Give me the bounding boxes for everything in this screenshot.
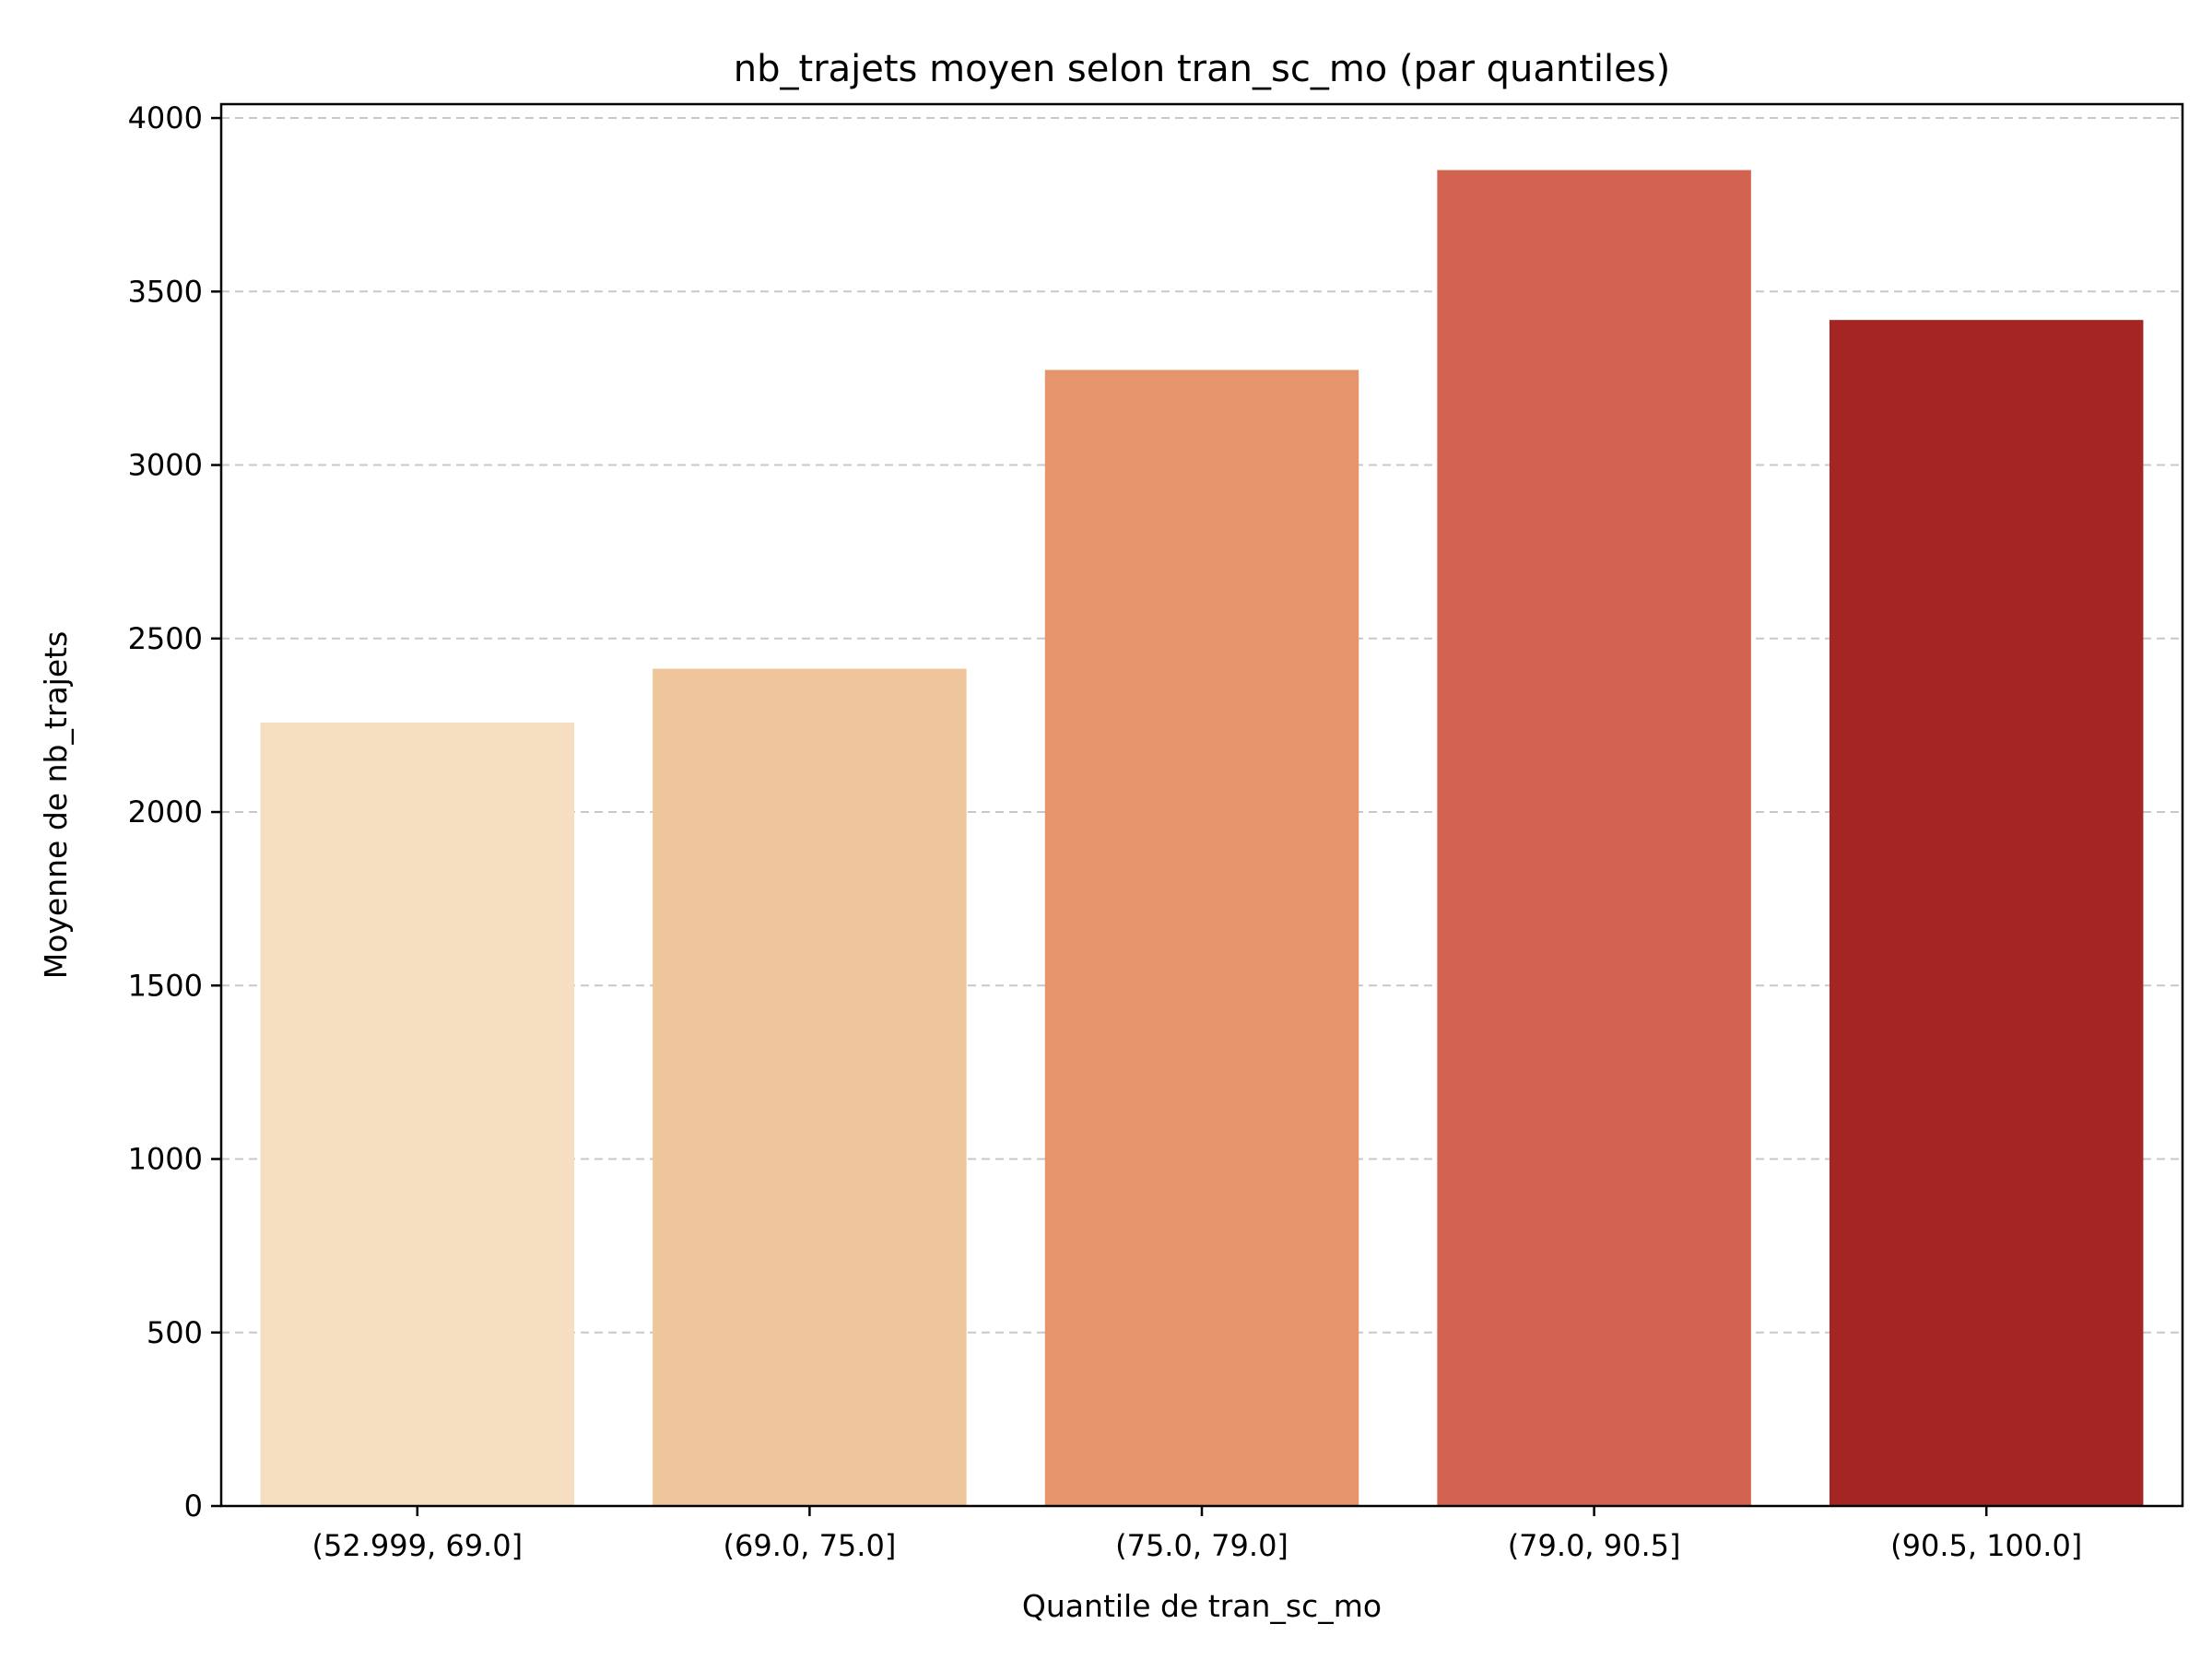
y-tick-label: 0 [184,1488,203,1524]
x-axis-ticks: (52.999, 69.0] (69.0, 75.0] (75.0, 79.0] (7… [312,1506,2082,1563]
y-tick-label: 2500 [128,621,203,656]
y-axis-label: Moyenne de nb_trajets [38,631,74,980]
y-axis-ticks: 0 500 1000 1500 2000 2500 3000 3500 4000 [128,100,221,1524]
chart-title: nb_trajets moyen selon tran_sc_mo (par q… [734,48,1670,90]
y-tick-label: 1500 [128,968,203,1003]
x-axis-label: Quantile de tran_sc_mo [1022,1588,1382,1624]
bar [260,722,575,1506]
x-tick-label: (90.5, 100.0] [1890,1528,2082,1563]
x-tick-label: (69.0, 75.0] [723,1528,896,1563]
x-tick-label: (52.999, 69.0] [312,1528,524,1563]
y-tick-label: 2000 [128,794,203,830]
x-tick-label: (75.0, 79.0] [1115,1528,1288,1563]
x-tick-label: (79.0, 90.5] [1508,1528,1681,1563]
y-tick-label: 3500 [128,274,203,309]
y-tick-label: 500 [147,1315,203,1350]
bar [1437,170,1751,1506]
bar [1829,320,2144,1506]
y-tick-label: 4000 [128,100,203,135]
bar [653,668,967,1506]
bars [260,170,2144,1506]
y-tick-label: 3000 [128,448,203,483]
y-tick-label: 1000 [128,1142,203,1177]
bar [1044,370,1359,1506]
